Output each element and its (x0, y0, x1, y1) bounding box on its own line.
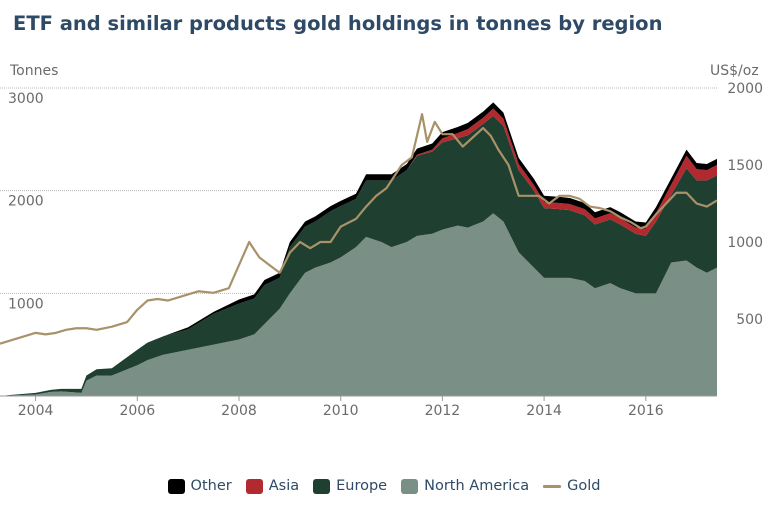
legend-swatch-asia (245, 478, 263, 494)
legend-swatch-europe (313, 478, 331, 494)
left-axis-label: Tonnes (10, 63, 59, 79)
legend-swatch-other (167, 478, 185, 494)
x-tick-2010: 2010 (323, 403, 359, 419)
legend-item-asia[interactable]: Asia (245, 478, 300, 494)
legend-item-north-america[interactable]: North America (401, 478, 529, 494)
legend-item-europe[interactable]: Europe (313, 478, 387, 494)
area-north-america (0, 213, 717, 396)
legend-label-europe: Europe (336, 478, 388, 494)
y-left-tick-1000: 1000 (8, 296, 44, 312)
x-tick-2014: 2014 (526, 403, 562, 419)
right-axis-label: US$/oz (710, 63, 759, 79)
x-tick-2016: 2016 (628, 403, 664, 419)
line-gold (0, 113, 718, 345)
x-tick-2008: 2008 (221, 403, 257, 419)
legend-label-other: Other (190, 478, 232, 494)
legend-label-north-america: North America (424, 478, 530, 494)
y-left-tick-3000: 3000 (8, 91, 44, 107)
legend-item-other[interactable]: Other (167, 478, 232, 494)
y-right-tick-1000: 1000 (727, 235, 763, 251)
legend-label-asia: Asia (268, 478, 300, 494)
y-right-tick-2000: 2000 (727, 81, 763, 97)
x-tick-2004: 2004 (18, 403, 54, 419)
y-right-tick-1500: 1500 (727, 158, 763, 174)
chart-title: ETF and similar products gold holdings i… (13, 12, 663, 35)
y-left-tick-2000: 2000 (8, 194, 44, 210)
y-right-tick-500: 500 (736, 312, 763, 328)
legend-swatch-gold (543, 484, 562, 488)
legend: Other Asia Europe North America Gold (0, 478, 768, 494)
x-tick-2012: 2012 (425, 403, 461, 419)
legend-item-gold[interactable]: Gold (543, 478, 600, 494)
legend-label-gold: Gold (567, 478, 601, 494)
area-europe (0, 115, 717, 396)
legend-swatch-north-america (401, 478, 419, 494)
x-tick-2006: 2006 (119, 403, 155, 419)
